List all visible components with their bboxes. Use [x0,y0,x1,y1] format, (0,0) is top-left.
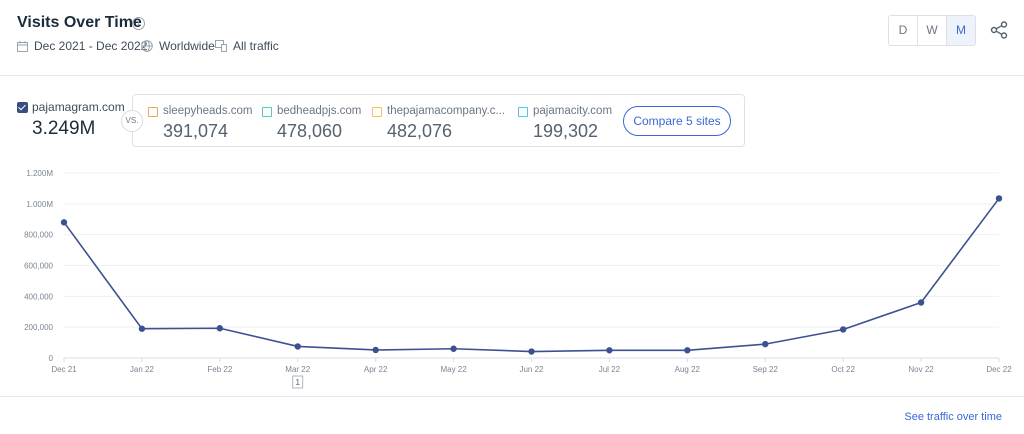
competitor-value: 482,076 [387,121,453,141]
annotation-marker [292,375,304,389]
competitor-checkbox[interactable] [148,107,158,117]
data-point [60,219,68,226]
granularity-week-button[interactable]: W [918,16,947,45]
data-point [839,326,847,333]
devices-icon [215,40,227,52]
data-point [528,348,535,355]
date-range[interactable]: Dec 2021 - Dec 2022 [17,39,147,53]
granularity-day-button[interactable]: D [889,16,918,45]
x-tick-label: Nov 22 [908,365,934,374]
main-site-name: pajamagram.com [32,100,125,114]
y-tick-label: 0 [49,354,54,363]
page-title: Visits Over Time [17,14,142,31]
x-tick-label: Mar 22 [285,365,310,374]
competitor-value: 478,060 [277,121,343,141]
x-tick-label: Oct 22 [831,365,855,374]
x-tick-label: Dec 21 [51,365,77,374]
granularity-month-button[interactable]: M [947,16,975,45]
x-tick-label: Aug 22 [675,365,701,374]
x-tick-label: Dec 22 [986,365,1012,374]
data-point [372,346,379,354]
data-point [995,195,1003,202]
x-tick-label: Feb 22 [207,365,232,374]
y-tick-label: 1.200M [26,169,53,178]
data-point [294,343,301,350]
y-tick-label: 600,000 [24,262,53,271]
competitor-name: pajamacity.com [533,105,613,117]
footer-divider [0,396,1024,397]
competitor-panel: sleepyheads.com 391,074 bedheadpjs.com 4… [132,94,745,147]
x-tick-label: Sep 22 [753,365,779,374]
x-tick-label: Jul 22 [599,365,621,374]
competitor-checkbox[interactable] [372,107,382,117]
x-tick-label: May 22 [440,365,467,374]
competitor-value: 391,074 [163,121,229,141]
competitor-name: thepajamacompany.c... [387,105,506,117]
y-tick-label: 400,000 [24,292,53,301]
main-site-checkbox[interactable] [17,102,28,113]
calendar-icon [17,40,28,52]
y-tick-label: 800,000 [24,231,53,240]
y-tick-label: 200,000 [24,323,53,332]
competitor-name: bedheadpjs.com [277,105,362,117]
data-point [917,299,925,306]
series-line [63,197,1000,353]
see-traffic-link[interactable]: See traffic over time [904,411,1002,423]
annotation-label: 1 [296,378,301,387]
data-point [762,340,769,348]
data-point [450,345,457,352]
granularity-toggle: D W M [888,15,976,46]
date-range-label: Dec 2021 - Dec 2022 [34,39,148,53]
globe-icon [141,40,153,52]
header: Visits Over Time i Dec 2021 - Dec 2022 W… [0,0,1024,76]
traffic-filter[interactable]: All traffic [215,39,279,53]
main-site-value: 3.249M [32,118,96,139]
x-tick-label: Apr 22 [364,365,388,374]
visits-line-chart: 0 200,000 400,000 600,000 800,000 1.000M 1.200… [24,169,1012,389]
competitor-checkbox[interactable] [262,107,272,117]
data-point [216,325,224,332]
y-tick-label: 1.000M [26,200,53,209]
data-point [138,325,146,332]
data-point [684,347,691,354]
x-tick-label: Jan 22 [130,365,155,374]
competitor-checkbox[interactable] [518,107,528,117]
info-icon[interactable]: i [132,17,145,30]
share-icon[interactable] [990,21,1008,39]
competitor-name: sleepyheads.com [163,105,253,117]
traffic-label: All traffic [233,39,279,53]
region-label: Worldwide [159,39,215,53]
data-point [606,347,613,354]
compare-sites-button[interactable]: Compare 5 sites [623,106,731,136]
region-filter[interactable]: Worldwide [141,39,215,53]
competitor-value: 199,302 [533,121,599,141]
vs-badge: VS. [121,110,143,132]
x-tick-label: Jun 22 [519,365,544,374]
